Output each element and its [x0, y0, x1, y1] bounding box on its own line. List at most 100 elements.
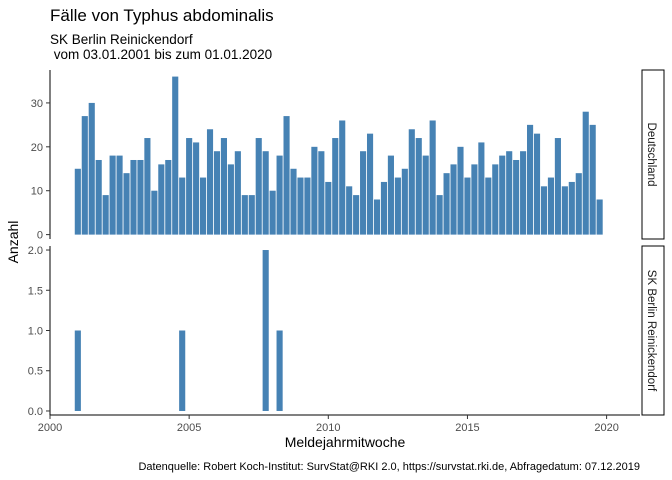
bar [520, 151, 527, 235]
bar [408, 129, 415, 235]
bar [325, 181, 332, 235]
bar [220, 138, 227, 235]
bar [74, 330, 81, 411]
bar [193, 142, 200, 235]
bar [311, 146, 318, 235]
bar [262, 151, 269, 235]
bar [575, 173, 582, 235]
bar [81, 116, 88, 235]
bar [429, 120, 436, 235]
facet-panel-reinickendorf: 0.0 0.5 1.0 1.5 2.0 [28, 245, 283, 418]
chart-caption: Datenquelle: Robert Koch-Institut: SurvS… [138, 461, 640, 473]
bar [561, 186, 568, 235]
bar [276, 330, 283, 411]
bar [227, 164, 234, 235]
bar [554, 138, 561, 235]
bar [102, 195, 109, 235]
y-tick-label: 20 [31, 142, 43, 154]
bar [339, 120, 346, 235]
bar [172, 76, 179, 235]
y-tick-label: 0.5 [28, 366, 43, 378]
facet-strip-reinickendorf: SK Berlin Reinickendorf [641, 245, 665, 416]
bar [248, 195, 255, 235]
bar [547, 177, 554, 235]
bar [332, 138, 339, 235]
bar [360, 151, 367, 235]
bar [179, 330, 186, 411]
y-axis-label: Anzahl [5, 221, 21, 264]
bar [151, 190, 158, 235]
bar [394, 177, 401, 235]
x-tick-label: 2010 [316, 422, 340, 434]
y-tick-label: 0.0 [28, 406, 43, 418]
bar [137, 159, 144, 235]
bar [443, 173, 450, 235]
bar [457, 146, 464, 235]
bar [88, 102, 95, 235]
bar [499, 155, 506, 235]
bar [596, 199, 603, 235]
bar [387, 155, 394, 235]
bar [582, 111, 589, 235]
bar [255, 138, 262, 235]
bar [165, 159, 172, 235]
bar [492, 164, 499, 235]
bar [109, 155, 116, 235]
bar [130, 159, 137, 235]
bar [533, 133, 541, 235]
bar [276, 155, 283, 235]
x-tick-label: 2015 [455, 422, 479, 434]
bar [346, 186, 353, 235]
bar [527, 124, 534, 235]
bar [206, 129, 214, 235]
bar [74, 168, 81, 235]
bar [213, 151, 221, 235]
x-tick-label: 2000 [38, 422, 62, 434]
bar [297, 177, 304, 235]
facet-strip-deutschland: Deutschland [641, 69, 665, 240]
bar [540, 186, 548, 235]
bar [436, 195, 443, 235]
bar [304, 177, 311, 235]
bar [589, 124, 596, 235]
x-tick-label: 2020 [594, 422, 618, 434]
bar [290, 168, 297, 235]
y-tick-label: 1.5 [28, 285, 43, 297]
chart-subtitle-line1: SK Berlin Reinickendorf [50, 32, 193, 47]
x-tick-label: 2005 [177, 422, 201, 434]
bar [95, 159, 102, 235]
bar [471, 164, 478, 235]
facet-panel-deutschland: 0 10 20 30 [31, 70, 603, 242]
x-axis: 2000 2005 2010 2015 2020 [38, 414, 640, 434]
bar [179, 177, 186, 235]
bar [485, 177, 492, 235]
y-tick-label: 10 [31, 186, 43, 198]
y-tick-label: 1.0 [28, 326, 43, 338]
bar [186, 138, 193, 235]
bar [241, 195, 248, 235]
bar [415, 138, 422, 235]
bar [380, 181, 388, 235]
bar [506, 151, 513, 235]
bar [422, 155, 429, 235]
y-tick-label: 30 [31, 98, 43, 110]
bar [200, 177, 207, 235]
y-tick-label: 0 [37, 230, 43, 242]
bar [234, 151, 241, 235]
bar [116, 155, 123, 235]
bar [450, 164, 457, 235]
x-axis-label: Meldejahrmitwoche [285, 434, 406, 450]
chart-title: Fälle von Typhus abdominalis [50, 6, 274, 25]
y-tick-label: 2.0 [28, 245, 43, 257]
chart-subtitle-line2: vom 03.01.2001 bis zum 01.01.2020 [50, 47, 272, 62]
bar [373, 199, 381, 235]
bar [283, 116, 290, 235]
facet-strip-box [641, 69, 665, 240]
bar [568, 181, 575, 235]
bar [123, 173, 130, 235]
facet-strip-label: SK Berlin Reinickendorf [645, 270, 657, 392]
bar [158, 164, 165, 235]
bar [513, 159, 520, 235]
bar [318, 151, 325, 235]
facet-strip-box [641, 245, 665, 416]
